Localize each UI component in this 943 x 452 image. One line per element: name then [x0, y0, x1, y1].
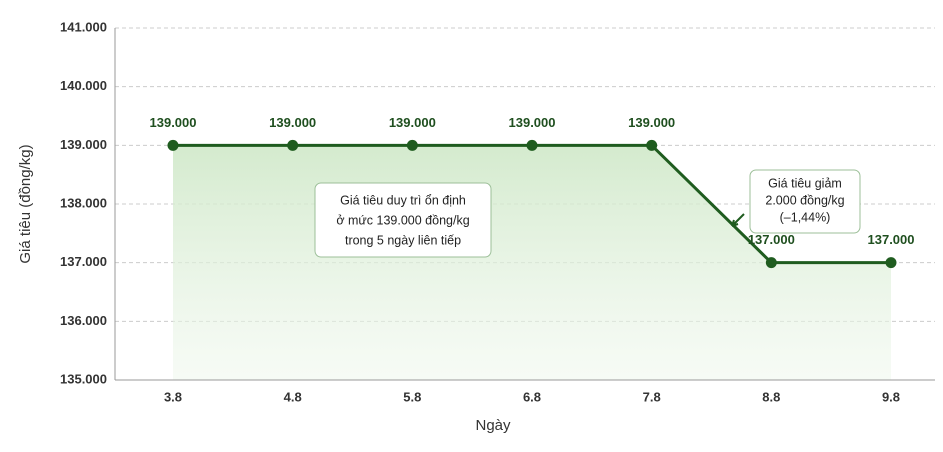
- x-tick-label: 5.8: [403, 389, 421, 404]
- point: [526, 139, 538, 151]
- annotation-box: [749, 169, 861, 234]
- x-tick-label: 6.8: [523, 389, 541, 404]
- annotation-text: Giá tiêu duy trì ổn định: [340, 193, 466, 207]
- x-tick-label: 4.8: [284, 389, 302, 404]
- x-tick-label: 7.8: [643, 389, 661, 404]
- value-label: 137.000: [868, 232, 915, 247]
- point: [287, 139, 299, 151]
- annotation-text: 2.000 đồng/kg: [765, 193, 844, 207]
- y-tick-label: 141.000: [60, 19, 107, 34]
- point: [646, 139, 658, 151]
- y-tick-label: 140.000: [60, 78, 107, 93]
- annotation-box: [314, 182, 492, 258]
- point: [406, 139, 418, 151]
- annotation-text: ở mức 139.000 đồng/kg: [336, 213, 469, 227]
- y-tick-label: 136.000: [60, 313, 107, 328]
- annotation-text: trong 5 ngày liên tiếp: [345, 233, 461, 247]
- value-label: 139.000: [389, 115, 436, 130]
- y-tick-label: 138.000: [60, 195, 107, 210]
- point: [167, 139, 179, 151]
- value-label: 139.000: [509, 115, 556, 130]
- value-label: 139.000: [150, 115, 197, 130]
- x-tick-label: 9.8: [882, 389, 900, 404]
- y-tick-label: 137.000: [60, 254, 107, 269]
- x-tick-label: 3.8: [164, 389, 182, 404]
- annotation-text: (–1,44%): [780, 210, 831, 224]
- y-tick-label: 139.000: [60, 137, 107, 152]
- value-label: 139.000: [628, 115, 675, 130]
- point: [885, 257, 897, 269]
- y-axis-label: Giá tiêu (đồng/kg): [17, 144, 34, 263]
- point: [765, 257, 777, 269]
- annotation-text: Giá tiêu giảm: [768, 176, 842, 190]
- value-label: 139.000: [269, 115, 316, 130]
- y-tick-label: 135.000: [60, 371, 107, 386]
- x-axis-label: Ngày: [475, 417, 511, 434]
- x-tick-label: 8.8: [762, 389, 780, 404]
- value-label: 137.000: [748, 232, 795, 247]
